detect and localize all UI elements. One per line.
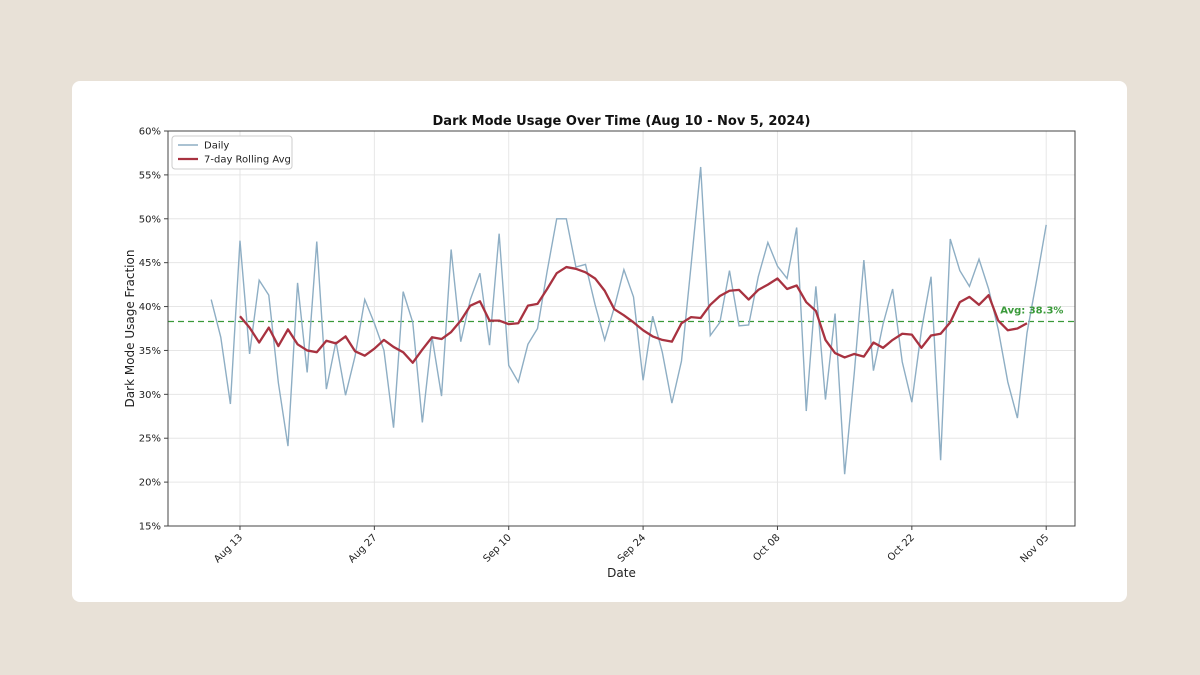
x-axis-title: Date [607, 566, 636, 580]
y-tick-label: 50% [139, 214, 161, 225]
y-tick-label: 60% [139, 127, 161, 138]
y-tick-label: 45% [139, 258, 161, 269]
chart-card: 15% 20% 25% 30% 35% 40% 45% 50% 55% 60% Aug 13 Aug… [72, 81, 1127, 602]
y-tick-label: 25% [139, 434, 161, 445]
x-tick-label: Sep 10 [481, 532, 513, 564]
x-tick-label: Sep 24 [616, 532, 648, 564]
line-chart: 15%20%25%30%35%40%45%50%55%60% Aug 13 Aug… [123, 114, 1076, 580]
y-tick-label: 20% [139, 478, 161, 489]
x-axis-ticks: Aug 13 Aug 27 Sep 10 Sep 24 Oct 08 Oct 22 Nov … [212, 526, 1051, 565]
grid [168, 130, 1075, 527]
chart-title: Dark Mode Usage Over Time (Aug 10 - Nov … [433, 114, 811, 129]
x-tick-label: Nov 05 [1019, 532, 1052, 565]
plot-frame [167, 130, 1076, 527]
rolling-avg-series-line [239, 265, 1028, 364]
x-tick-label: Aug 13 [212, 532, 245, 565]
y-axis-title: Dark Mode Usage Fraction [123, 250, 137, 408]
legend: Daily 7-day Rolling Avg [171, 135, 293, 170]
average-label: Avg: 38.3% [1000, 305, 1063, 316]
y-tick-label: 15% [139, 522, 161, 533]
y-axis-ticks: 15% 20% 25% 30% 35% 40% 45% 50% 55% 60% [139, 127, 168, 533]
y-tick-label: 55% [139, 170, 161, 181]
legend-label-daily: Daily [204, 141, 229, 152]
legend-label-rolling-avg: 7-day Rolling Avg [204, 155, 291, 166]
daily-series-line [210, 166, 1047, 475]
x-tick-label: Oct 22 [886, 532, 917, 563]
y-tick-label: 30% [139, 390, 161, 401]
legend-box [171, 135, 293, 170]
y-tick-label: 40% [139, 302, 161, 313]
x-tick-label: Oct 08 [751, 532, 782, 563]
x-tick-label: Aug 27 [347, 532, 380, 565]
y-tick-label: 35% [139, 346, 161, 357]
